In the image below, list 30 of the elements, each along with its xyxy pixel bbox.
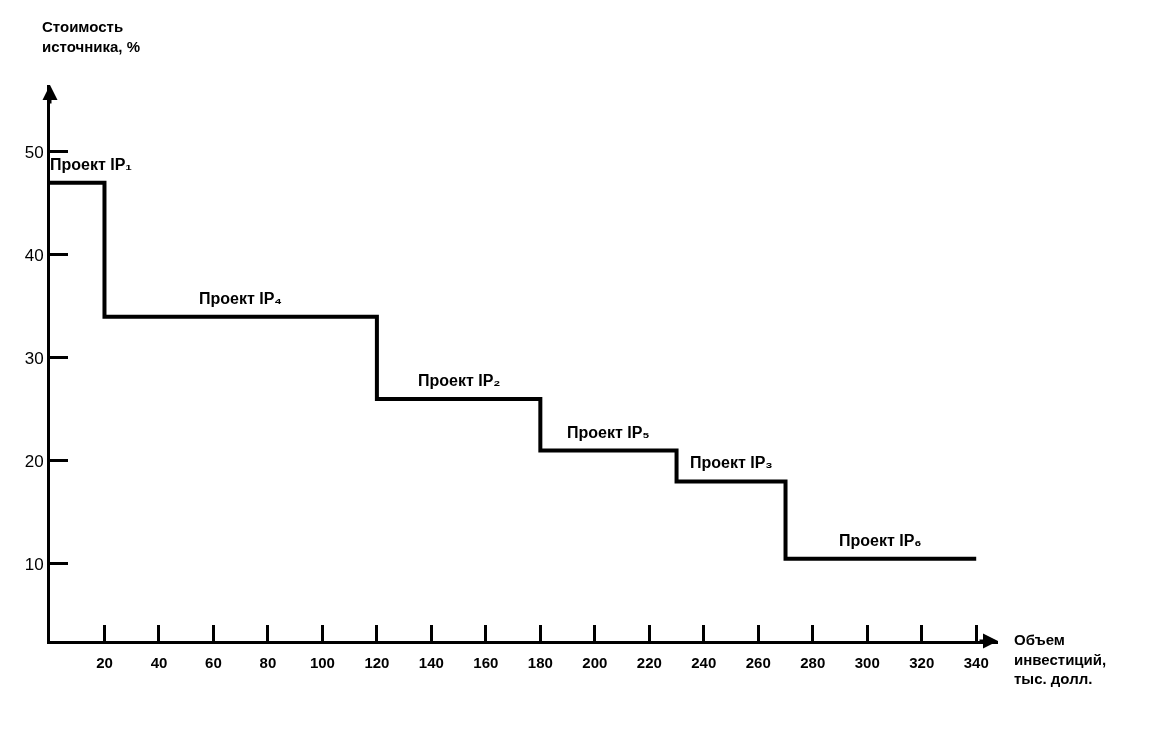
annotation: Проект IP₆ — [839, 532, 922, 549]
x-tick-label: 120 — [364, 654, 390, 671]
x-tick-label: 60 — [205, 654, 222, 671]
x-tick-label: 80 — [259, 654, 277, 671]
x-tick-label: 300 — [854, 654, 880, 671]
x-tick-label: 180 — [527, 654, 553, 671]
x-tick-label: 260 — [745, 654, 771, 671]
annotation: Проект IP₃ — [690, 454, 773, 471]
x-axis-title: Объем инвестиций, тыс. долл. — [1014, 631, 1107, 687]
x-tick-label: 20 — [96, 654, 113, 671]
x-tick-label: 160 — [473, 654, 499, 671]
x-tick-label: 40 — [150, 654, 168, 671]
y-tick-label: 10 — [24, 554, 44, 574]
y-tick-label: 20 — [24, 451, 44, 471]
y-tick-label: 50 — [24, 142, 44, 162]
x-tick-label: 320 — [909, 654, 935, 671]
x-tick-label: 100 — [309, 654, 335, 671]
annotation: Проект IP₄ — [199, 290, 282, 307]
y-axis-title: Стоимость источника, % — [42, 18, 141, 55]
annotation: Проект IP₅ — [567, 424, 650, 441]
x-tick-label: 140 — [418, 654, 444, 671]
y-tick-label: 40 — [24, 245, 44, 265]
x-tick-label: 280 — [800, 654, 826, 671]
x-tick-label: 240 — [691, 654, 717, 671]
y-tick-label: 30 — [24, 348, 44, 368]
x-tick-label: 200 — [582, 654, 608, 671]
x-tick-label: 220 — [636, 654, 662, 671]
x-tick-label: 340 — [963, 654, 989, 671]
annotation: Проект IP₂ — [418, 372, 501, 389]
annotation: Проект IP₁ — [50, 156, 133, 173]
